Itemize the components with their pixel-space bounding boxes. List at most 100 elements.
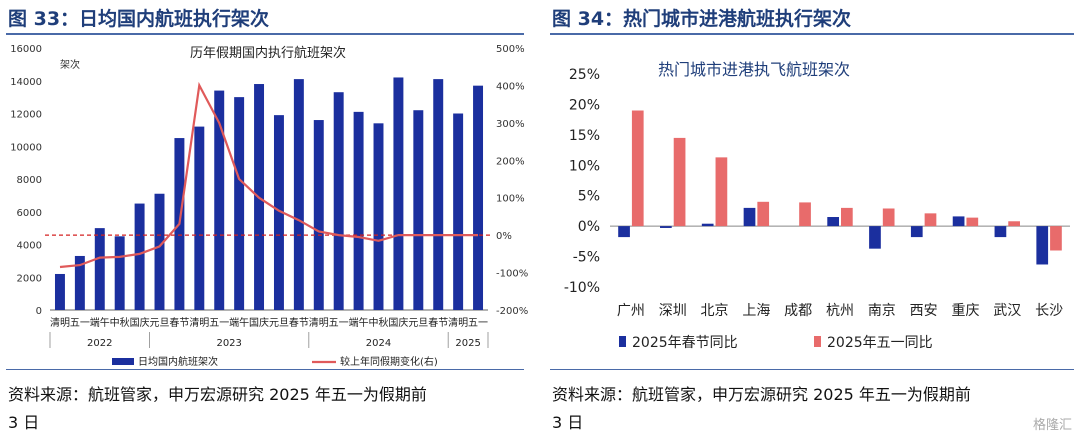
bar-daily-flights — [134, 203, 145, 310]
bar-may-day-yoy — [631, 110, 644, 227]
bottom-rule — [6, 369, 524, 370]
bar-daily-flights — [214, 90, 225, 310]
x-tick-label: 端午 — [229, 316, 249, 329]
source-line-2: 3 日 — [552, 413, 584, 432]
bar-may-day-yoy — [882, 208, 895, 227]
bar-daily-flights — [393, 77, 404, 310]
bar-spring-festival-yoy — [910, 226, 923, 238]
bar-daily-flights — [94, 228, 105, 310]
x-tick-label: 深圳 — [659, 303, 687, 319]
y2-tick-label: 500% — [496, 44, 525, 55]
y2-tick-label: 400% — [496, 81, 525, 92]
bar-spring-festival-yoy — [660, 226, 672, 228]
bar-daily-flights — [433, 79, 444, 310]
x-tick-label: 春节 — [428, 317, 448, 329]
x-tick-label: 成都 — [784, 303, 812, 319]
y-tick-label: 15% — [569, 128, 600, 144]
bar-daily-flights — [473, 85, 484, 310]
legend-spring-swatch — [619, 336, 626, 347]
x-tick-label: 南京 — [868, 303, 896, 319]
bar-daily-flights — [453, 113, 464, 310]
x-tick-label: 国庆 — [388, 316, 408, 329]
figure-34-title: 图 34：热门城市进港航班执行架次 — [552, 8, 852, 30]
y-tick-label: 16000 — [10, 44, 42, 55]
x-tick-label: 中秋 — [369, 316, 389, 329]
y-tick-label: 25% — [569, 67, 600, 83]
y-tick-label: 0 — [36, 306, 42, 317]
bar-daily-flights — [114, 236, 125, 310]
bar-daily-flights — [54, 273, 65, 310]
x-tick-label: 中秋 — [110, 316, 130, 329]
chart-title: 热门城市进港执飞航班架次 — [658, 60, 850, 79]
line-yoy-change — [59, 81, 478, 269]
x-tick-label: 春节 — [289, 317, 309, 329]
x-tick-label: 清明 — [448, 316, 468, 329]
x-tick-label: 武汉 — [993, 303, 1021, 319]
right-chart: 热门城市进港执飞航班架次 -10% -5% 0% 5% 10% 15% 20% 25% 广州 深圳北… — [564, 60, 1070, 351]
bar-spring-festival-yoy — [994, 226, 1007, 238]
source-line-2: 3 日 — [8, 413, 40, 432]
x-tick-label: 清明 — [189, 316, 209, 329]
x-tick-label: 重庆 — [951, 303, 979, 319]
year-label: 2024 — [366, 338, 391, 349]
x-tick-label: 五一 — [329, 318, 349, 329]
bar-daily-flights — [413, 110, 424, 310]
legend-mayday-label: 2025年五一同比 — [827, 335, 933, 351]
legend-bar-swatch — [112, 358, 134, 365]
right-panel: 图 34：热门城市进港航班执行架次 热门城市进港执飞航班架次 -10% -5% 0% 5… — [544, 0, 1080, 439]
x-tick-label: 广州 — [617, 303, 645, 319]
legend-spring-label: 2025年春节同比 — [632, 335, 738, 351]
y-tick-label: 10000 — [10, 142, 42, 153]
bar-spring-festival-yoy — [869, 226, 881, 249]
y-tick-label: 0% — [578, 219, 600, 235]
x-tick-label: 五一 — [468, 318, 488, 329]
x-tick-label: 五一 — [209, 318, 229, 329]
year-label: 2022 — [87, 338, 112, 349]
bar-spring-festival-yoy — [743, 207, 756, 227]
bar-daily-flights — [273, 115, 284, 310]
y2-tick-label: -100% — [496, 269, 528, 280]
x-tick-label: 杭州 — [826, 303, 854, 319]
source-line-1: 资料来源：航班管家，申万宏源研究 2025 年五一为假期前 — [552, 385, 971, 404]
bar-spring-festival-yoy — [618, 226, 630, 238]
bar-daily-flights — [373, 123, 384, 310]
bar-may-day-yoy — [924, 213, 937, 227]
y2-tick-label: 100% — [496, 194, 525, 205]
bar-may-day-yoy — [715, 157, 728, 227]
y-tick-label: 14000 — [10, 77, 42, 88]
y-tick-label: 20% — [569, 97, 600, 113]
x-tick-label: 西安 — [910, 303, 938, 319]
chart-title: 历年假期国内执行航班架次 — [190, 45, 346, 61]
left-source: 资料来源：航班管家，申万宏源研究 2025 年五一为假期前 3 日 — [8, 381, 508, 437]
bar-may-day-yoy — [799, 202, 811, 227]
bar-daily-flights — [353, 111, 364, 310]
y-tick-label: -10% — [564, 280, 600, 296]
top-rule — [550, 33, 1074, 35]
x-tick-label: 元旦 — [150, 317, 170, 329]
x-tick-label: 国庆 — [249, 316, 269, 329]
bar-may-day-yoy — [1050, 226, 1062, 251]
x-tick-label: 国庆 — [130, 316, 150, 329]
bar-may-day-yoy — [841, 207, 853, 227]
bar-daily-flights — [293, 79, 304, 310]
y-tick-label: 2000 — [17, 273, 42, 284]
x-tick-label: 上海 — [742, 303, 770, 319]
bar-may-day-yoy — [673, 137, 686, 227]
legend-mayday-swatch — [814, 336, 821, 347]
x-tick-label: 五一 — [70, 318, 90, 329]
source-line-1: 资料来源：航班管家，申万宏源研究 2025 年五一为假期前 — [8, 385, 427, 404]
bar-daily-flights — [313, 120, 324, 310]
bar-spring-festival-yoy — [1036, 226, 1049, 265]
bar-daily-flights — [154, 193, 165, 310]
y-tick-label: 5% — [578, 189, 600, 205]
y2-tick-label: 300% — [496, 119, 525, 130]
left-panel: 图 33：日均国内航班执行架次 历年假期国内执行航班架次 架次 0 2000 4000 6… — [0, 0, 530, 439]
y-tick-label: 6000 — [17, 208, 42, 219]
x-tick-label: 元旦 — [269, 317, 289, 329]
bar-may-day-yoy — [757, 201, 770, 227]
y2-tick-label: 200% — [496, 156, 525, 167]
x-tick-label: 长沙 — [1035, 303, 1063, 319]
x-tick-label: 清明 — [309, 316, 329, 329]
y-tick-label: 4000 — [17, 241, 42, 252]
